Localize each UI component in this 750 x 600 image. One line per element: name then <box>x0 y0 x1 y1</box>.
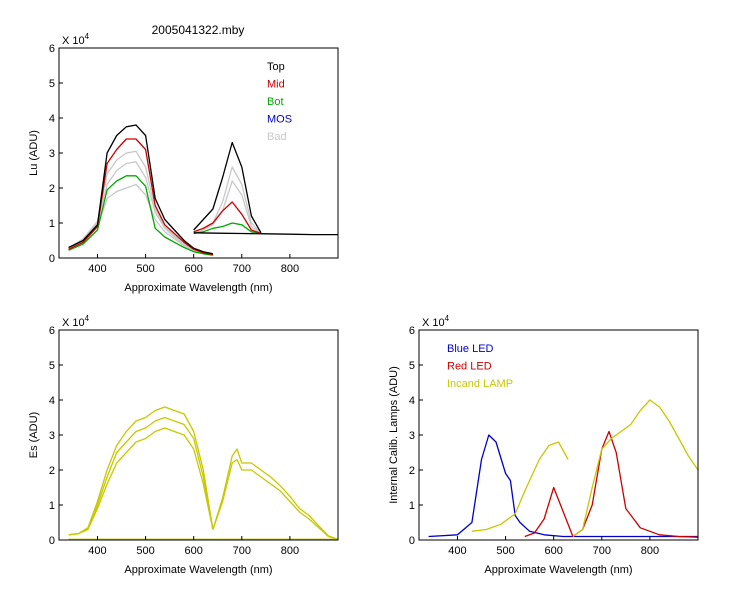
legend-item-calib-1: Red LED <box>447 361 492 373</box>
x-tick-label-calib-1: 500 <box>496 545 514 557</box>
y-tick-label-es-4: 4 <box>49 395 55 407</box>
x-tick-label-calib-2: 600 <box>545 545 563 557</box>
series-line-lu-8 <box>193 201 262 235</box>
series-line-es-3 <box>212 458 339 540</box>
y-multiplier-exp-calib: 4 <box>445 314 450 323</box>
y-tick-label-es-6: 6 <box>49 325 55 337</box>
y-tick-label-lu-1: 1 <box>49 218 55 230</box>
series-line-calib-2 <box>471 441 569 532</box>
y-tick-label-lu-2: 2 <box>49 183 55 195</box>
series-line-lu-10 <box>193 141 262 234</box>
y-tick-label-calib-3: 3 <box>409 430 415 442</box>
series-line-lu-5 <box>68 175 213 256</box>
legend-item-calib-0: Blue LED <box>447 343 494 355</box>
legend-item-lu-3: MOS <box>267 114 292 126</box>
y-multiplier-es: X 104 <box>62 314 90 329</box>
x-tick-label-es-2: 600 <box>185 545 203 557</box>
legend-item-lu-4: Bad <box>267 131 287 143</box>
x-tick-label-es-3: 700 <box>233 545 251 557</box>
y-tick-label-calib-6: 6 <box>409 325 415 337</box>
y-tick-label-calib-2: 2 <box>409 465 415 477</box>
axes-frame-lu <box>58 47 339 259</box>
x-tick-label-es-4: 800 <box>281 545 299 557</box>
y-multiplier-base-lu: X 10 <box>62 35 85 47</box>
x-tick-label-es-0: 400 <box>88 545 106 557</box>
x-tick-label-lu-4: 800 <box>281 263 299 275</box>
y-multiplier-base-es: X 10 <box>62 317 85 329</box>
y-tick-label-lu-3: 3 <box>49 148 55 160</box>
legend-item-calib-2: Incand LAMP <box>447 378 513 390</box>
x-tick-label-lu-3: 700 <box>233 263 251 275</box>
y-tick-label-es-5: 5 <box>49 360 55 372</box>
legend-item-lu-1: Mid <box>267 79 285 91</box>
y-axis-label-lu: Lu (ADU) <box>28 130 40 176</box>
y-tick-label-lu-6: 6 <box>49 43 55 55</box>
y-tick-label-es-2: 2 <box>49 465 55 477</box>
series-line-calib-3 <box>572 399 699 538</box>
y-tick-label-es-1: 1 <box>49 500 55 512</box>
series-line-lu-9 <box>68 124 214 255</box>
x-tick-label-es-1: 500 <box>136 545 154 557</box>
y-axis-label-es: Es (ADU) <box>28 412 40 458</box>
series-line-calib-1 <box>524 430 699 538</box>
series-line-lu-6 <box>193 222 262 235</box>
y-tick-label-es-3: 3 <box>49 430 55 442</box>
x-tick-label-calib-0: 400 <box>448 545 466 557</box>
x-axis-label-calib: Approximate Wavelength (nm) <box>484 564 632 576</box>
y-axis-label-calib: Internal Calib. Lamps (ADU) <box>388 366 400 504</box>
y-tick-label-lu-4: 4 <box>49 113 55 125</box>
x-tick-label-lu-1: 500 <box>136 263 154 275</box>
series-line-es-4 <box>212 448 339 540</box>
series-line-es-2 <box>68 406 214 536</box>
x-axis-label-es: Approximate Wavelength (nm) <box>124 564 272 576</box>
x-axis-label-lu: Approximate Wavelength (nm) <box>124 282 272 294</box>
series-line-lu-0 <box>68 183 214 256</box>
series-line-lu-4 <box>193 180 262 235</box>
y-tick-label-calib-0: 0 <box>409 535 415 547</box>
y-tick-label-es-0: 0 <box>49 535 55 547</box>
figure-title: 2005041322.mby <box>152 23 245 37</box>
x-tick-label-lu-2: 600 <box>185 263 203 275</box>
series-line-calib-0 <box>428 434 698 538</box>
y-multiplier-lu: X 104 <box>62 32 90 47</box>
series-line-es-0 <box>68 427 214 536</box>
y-tick-label-calib-1: 1 <box>409 500 415 512</box>
y-tick-label-lu-5: 5 <box>49 78 55 90</box>
legend-item-lu-0: Top <box>267 61 285 73</box>
y-tick-label-calib-5: 5 <box>409 360 415 372</box>
y-tick-label-lu-0: 0 <box>49 253 55 265</box>
series-line-lu-11 <box>193 232 338 236</box>
y-multiplier-exp-es: 4 <box>85 314 90 323</box>
y-tick-label-calib-4: 4 <box>409 395 415 407</box>
y-multiplier-exp-lu: 4 <box>85 32 90 41</box>
y-multiplier-calib: X 104 <box>422 314 450 329</box>
series-line-lu-2 <box>68 150 214 256</box>
y-multiplier-base-calib: X 10 <box>422 317 445 329</box>
legend-item-lu-2: Bot <box>267 96 284 108</box>
series-line-es-1 <box>68 416 214 536</box>
x-tick-label-calib-4: 800 <box>641 545 659 557</box>
series-line-lu-1 <box>68 161 214 256</box>
x-tick-label-calib-3: 700 <box>593 545 611 557</box>
x-tick-label-lu-0: 400 <box>88 263 106 275</box>
